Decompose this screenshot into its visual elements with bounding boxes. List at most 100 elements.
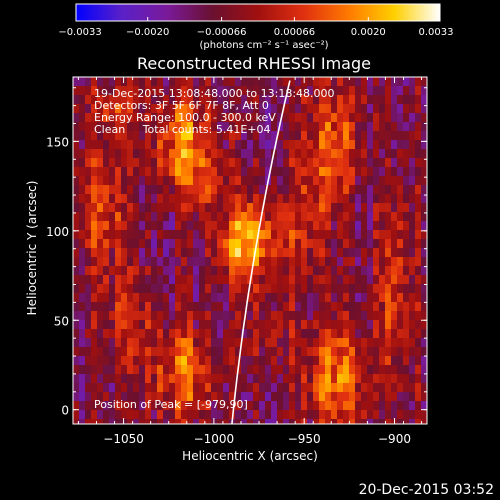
heatmap-cell bbox=[385, 167, 392, 177]
heatmap-cell bbox=[121, 158, 128, 168]
heatmap-cell bbox=[277, 401, 284, 411]
heatmap-cell bbox=[151, 176, 158, 186]
heatmap-cell bbox=[253, 230, 260, 240]
heatmap-cell bbox=[271, 113, 278, 123]
heatmap-cell bbox=[73, 140, 80, 150]
heatmap-cell bbox=[343, 419, 350, 424]
heatmap-cell bbox=[175, 410, 182, 420]
heatmap-cell bbox=[301, 293, 308, 303]
heatmap-cell bbox=[73, 122, 80, 132]
heatmap-cell bbox=[379, 410, 386, 420]
heatmap-cell bbox=[415, 86, 422, 96]
heatmap-cell bbox=[199, 86, 206, 96]
heatmap-cell bbox=[325, 122, 332, 132]
heatmap-cell bbox=[241, 239, 248, 249]
heatmap-cell bbox=[121, 140, 128, 150]
heatmap-cell bbox=[241, 338, 248, 348]
heatmap-cell bbox=[205, 203, 212, 213]
heatmap-cell bbox=[205, 248, 212, 258]
heatmap-cell bbox=[337, 95, 344, 105]
heatmap-cell bbox=[97, 311, 104, 321]
heatmap-cell bbox=[403, 320, 410, 330]
heatmap-cell bbox=[265, 77, 272, 87]
heatmap-cell bbox=[169, 176, 176, 186]
heatmap-cell bbox=[79, 167, 86, 177]
heatmap-cell bbox=[193, 257, 200, 267]
heatmap-cell bbox=[301, 131, 308, 141]
heatmap-cell bbox=[409, 140, 416, 150]
heatmap-cell bbox=[79, 95, 86, 105]
heatmap-cell bbox=[127, 257, 134, 267]
heatmap-cell bbox=[397, 86, 404, 96]
heatmap-cell bbox=[319, 284, 326, 294]
heatmap-cell bbox=[199, 176, 206, 186]
heatmap-cell bbox=[205, 230, 212, 240]
heatmap-cell bbox=[73, 185, 80, 195]
heatmap-cell bbox=[163, 338, 170, 348]
heatmap-cell bbox=[253, 320, 260, 330]
heatmap-cell bbox=[301, 140, 308, 150]
heatmap-cell bbox=[223, 266, 230, 276]
heatmap-cell bbox=[73, 221, 80, 231]
heatmap-cell bbox=[205, 158, 212, 168]
heatmap-cell bbox=[343, 113, 350, 123]
heatmap-cell bbox=[139, 203, 146, 213]
heatmap-cell bbox=[409, 86, 416, 96]
heatmap-cell bbox=[235, 257, 242, 267]
heatmap-cell bbox=[397, 113, 404, 123]
heatmap-cell bbox=[331, 131, 338, 141]
heatmap-cell bbox=[109, 122, 116, 132]
heatmap-cell bbox=[145, 221, 152, 231]
heatmap-cell bbox=[199, 95, 206, 105]
heatmap-cell bbox=[307, 365, 314, 375]
heatmap-cell bbox=[295, 320, 302, 330]
heatmap-cell bbox=[109, 86, 116, 96]
heatmap-cell bbox=[121, 248, 128, 258]
heatmap-cell bbox=[349, 122, 356, 132]
heatmap-cell bbox=[151, 86, 158, 96]
heatmap-cell bbox=[127, 95, 134, 105]
heatmap-cell bbox=[181, 113, 188, 123]
heatmap-cell bbox=[343, 302, 350, 312]
heatmap-cell bbox=[337, 212, 344, 222]
heatmap-cell bbox=[85, 257, 92, 267]
heatmap-cell bbox=[73, 248, 80, 258]
heatmap-cell bbox=[205, 113, 212, 123]
heatmap-cell bbox=[181, 86, 188, 96]
heatmap-cell bbox=[115, 302, 122, 312]
heatmap-cell bbox=[325, 410, 332, 420]
heatmap-cell bbox=[253, 212, 260, 222]
heatmap-cell bbox=[133, 203, 140, 213]
heatmap-cell bbox=[349, 113, 356, 123]
heatmap-cell bbox=[241, 284, 248, 294]
heatmap-cell bbox=[235, 392, 242, 402]
heatmap-cell bbox=[253, 194, 260, 204]
heatmap-cell bbox=[313, 131, 320, 141]
heatmap-cell bbox=[205, 311, 212, 321]
heatmap-cell bbox=[259, 365, 266, 375]
heatmap-cell bbox=[163, 320, 170, 330]
heatmap-cell bbox=[217, 266, 224, 276]
heatmap-cell bbox=[121, 203, 128, 213]
heatmap-cell bbox=[121, 104, 128, 114]
heatmap-cell bbox=[121, 293, 128, 303]
heatmap-cell bbox=[157, 212, 164, 222]
heatmap-cell bbox=[229, 329, 236, 339]
heatmap-cell bbox=[403, 419, 410, 424]
heatmap-cell bbox=[175, 140, 182, 150]
heatmap-cell bbox=[205, 374, 212, 384]
heatmap-cell bbox=[247, 86, 254, 96]
heatmap-cell bbox=[85, 401, 92, 411]
heatmap-cell bbox=[295, 257, 302, 267]
heatmap-cell bbox=[211, 176, 218, 186]
heatmap-cell bbox=[217, 338, 224, 348]
heatmap-cell bbox=[337, 320, 344, 330]
heatmap-cell bbox=[109, 338, 116, 348]
heatmap-cell bbox=[421, 167, 427, 177]
heatmap-cell bbox=[175, 194, 182, 204]
heatmap-cell bbox=[223, 194, 230, 204]
heatmap-cell bbox=[307, 149, 314, 159]
heatmap-cell bbox=[115, 131, 122, 141]
x-tick-label: −900 bbox=[378, 432, 411, 446]
heatmap-cell bbox=[229, 356, 236, 366]
